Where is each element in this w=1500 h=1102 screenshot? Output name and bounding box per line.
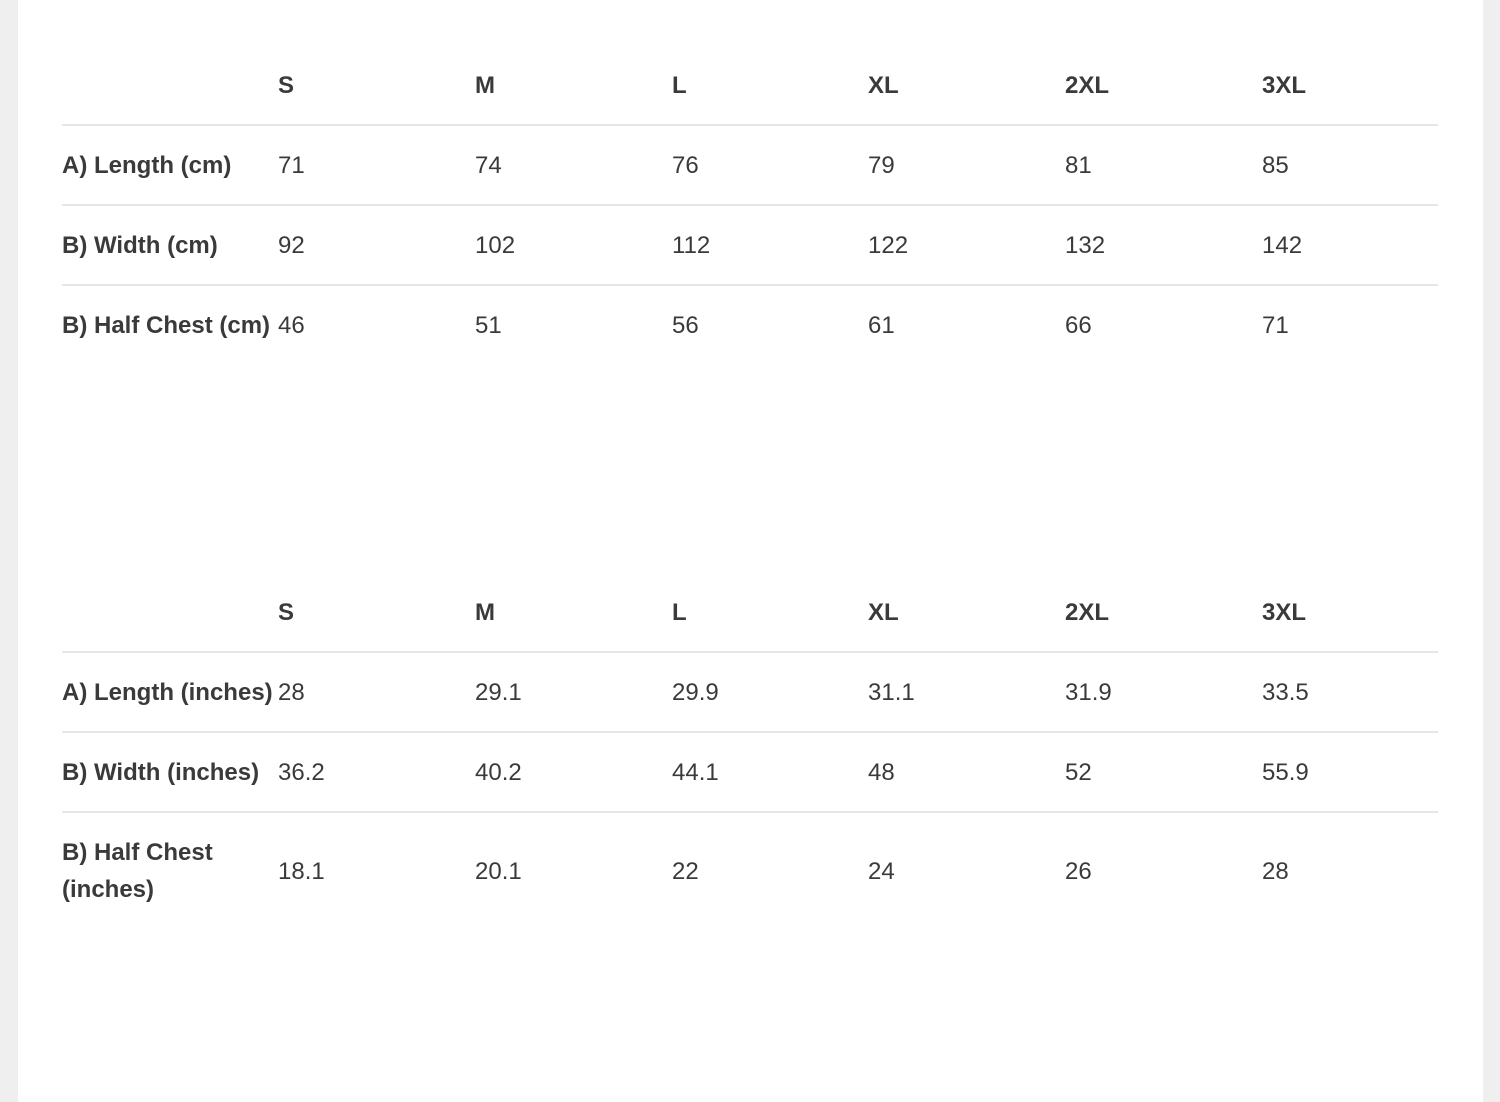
table-row: A) Length (inches) 28 29.1 29.9 31.1 31.9 33.5 xyxy=(62,652,1438,733)
measurement-cell: 31.1 xyxy=(868,652,1065,733)
measurement-cell: 46 xyxy=(278,312,305,339)
row-label: A) Length (cm) xyxy=(62,125,278,206)
measurement-cell: 44.1 xyxy=(672,732,868,813)
size-header: L xyxy=(672,46,868,126)
measurement-cell: 122 xyxy=(868,205,1065,286)
measurement-cell: 112 xyxy=(672,205,868,286)
measurement-cell: 52 xyxy=(1065,732,1262,813)
row-label: B) Half Chest (inches) xyxy=(62,839,213,903)
header-row: S M L XL 2XL 3XL xyxy=(62,46,1438,126)
empty-header xyxy=(62,46,278,126)
size-header: M xyxy=(475,46,672,126)
size-header: 3XL xyxy=(1262,573,1438,653)
measurement-cell: 18.1 xyxy=(278,857,325,885)
measurement-cell: 79 xyxy=(868,125,1065,206)
measurement-cell: 33.5 xyxy=(1262,652,1438,733)
measurement-cell: 40.2 xyxy=(475,732,672,813)
measurement-cell: 142 xyxy=(1262,205,1438,286)
measurement-cell: 28 xyxy=(278,652,475,733)
size-table-cm: S M L XL 2XL 3XL A) Length (cm) 71 74 76 79 81 85 B) … xyxy=(62,46,1438,364)
measurement-cell: 66 xyxy=(1065,312,1092,339)
size-header: 2XL xyxy=(1065,573,1262,653)
empty-header xyxy=(62,573,278,653)
measurement-cell: 28 xyxy=(1262,857,1289,885)
measurement-cell: 51 xyxy=(475,312,502,339)
table-row: B) Width (cm) 92 102 112 122 132 142 xyxy=(62,205,1438,286)
size-header: XL xyxy=(868,573,1065,653)
table-row: B) Half Chest (inches) 18.1 20.1 22 24 26 28 xyxy=(62,812,1438,928)
size-header: 3XL xyxy=(1262,46,1438,126)
measurement-cell: 48 xyxy=(868,732,1065,813)
measurement-cell: 92 xyxy=(278,205,475,286)
table-row: A) Length (cm) 71 74 76 79 81 85 xyxy=(62,125,1438,206)
measurement-cell: 55.9 xyxy=(1262,732,1438,813)
measurement-cell: 29.9 xyxy=(672,652,868,733)
measurement-cell: 22 xyxy=(672,857,699,885)
measurement-cell: 26 xyxy=(1065,857,1092,885)
row-label: B) Width (cm) xyxy=(62,205,278,286)
measurement-cell: 36.2 xyxy=(278,732,475,813)
size-header: S xyxy=(278,46,475,126)
content-panel: S M L XL 2XL 3XL A) Length (cm) 71 74 76 79 81 85 B) … xyxy=(18,0,1483,1102)
size-header: L xyxy=(672,573,868,653)
measurement-cell: 71 xyxy=(278,125,475,206)
measurement-cell: 24 xyxy=(868,857,895,885)
measurement-cell: 31.9 xyxy=(1065,652,1262,733)
measurement-cell: 102 xyxy=(475,205,672,286)
table-row: B) Width (inches) 36.2 40.2 44.1 48 52 55.9 xyxy=(62,732,1438,813)
size-header: S xyxy=(278,573,475,653)
measurement-cell: 20.1 xyxy=(475,857,522,885)
header-row: S M L XL 2XL 3XL xyxy=(62,573,1438,653)
measurement-cell: 132 xyxy=(1065,205,1262,286)
size-table-inches: S M L XL 2XL 3XL A) Length (inches) 28 29.1 29.9 3… xyxy=(62,573,1438,928)
row-label: B) Half Chest (cm) xyxy=(62,312,271,339)
size-header: XL xyxy=(868,46,1065,126)
size-header: 2XL xyxy=(1065,46,1262,126)
measurement-cell: 71 xyxy=(1262,312,1289,339)
measurement-cell: 81 xyxy=(1065,125,1262,206)
measurement-cell: 74 xyxy=(475,125,672,206)
row-label: B) Width (inches) xyxy=(62,732,278,813)
measurement-cell: 85 xyxy=(1262,125,1438,206)
measurement-cell: 76 xyxy=(672,125,868,206)
measurement-cell: 29.1 xyxy=(475,652,672,733)
size-header: M xyxy=(475,573,672,653)
measurement-cell: 56 xyxy=(672,312,699,339)
row-label: A) Length (inches) xyxy=(62,652,278,733)
measurement-cell: 61 xyxy=(868,312,895,339)
table-row: B) Half Chest (cm) 46 51 56 61 66 71 xyxy=(62,285,1438,364)
